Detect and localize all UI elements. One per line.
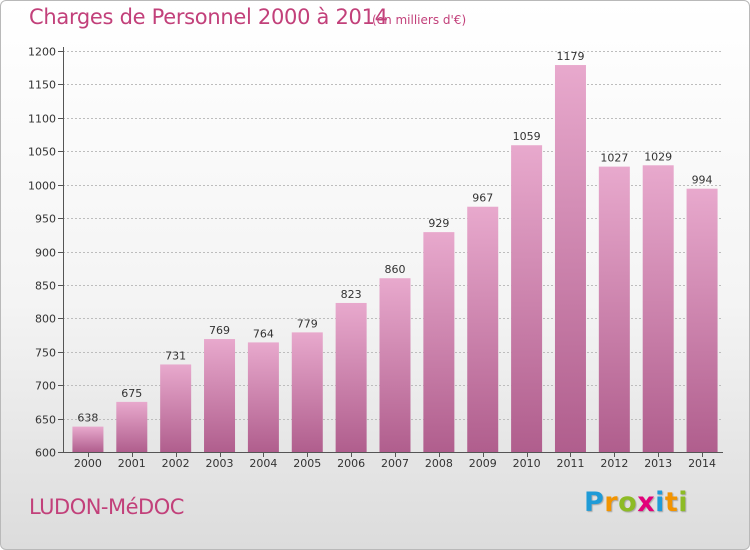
brand-logo: Proxiti [584,487,688,518]
y-tick-label: 650 [35,414,56,427]
x-tick-label: 2006 [337,457,365,470]
bar-value-label: 1027 [600,152,628,165]
bar-value-label: 929 [428,217,449,230]
x-tick-label: 2004 [249,457,277,470]
x-tick-label: 2001 [118,457,146,470]
y-tick-label: 600 [35,447,56,460]
bar [72,426,104,452]
y-tick-label: 1150 [28,79,56,92]
bar [686,188,718,452]
bar-value-label: 638 [77,412,98,425]
y-tick-label: 950 [35,213,56,226]
x-tick-label: 2002 [162,457,190,470]
bar-value-label: 769 [209,324,230,337]
bar-value-label: 823 [341,288,362,301]
bar [335,302,367,452]
x-tick-label: 2010 [513,457,541,470]
bar-value-label: 1179 [556,50,584,63]
bar [642,165,674,452]
bar [160,364,192,452]
x-tick-label: 2007 [381,457,409,470]
brand-letter: x [637,487,656,518]
brand-letter: i [678,487,689,518]
y-tick-label: 1100 [28,113,56,126]
x-tick-label: 2014 [688,457,716,470]
bar [247,342,279,452]
bar-value-label: 764 [253,327,274,340]
labels: 600 650 700 750 800 850 900 950 1000 1050 1100 1150… [28,46,716,471]
bar [511,145,543,453]
y-tick-label: 1200 [28,46,56,59]
chart-subtitle: (en milliers d'€) [372,13,467,27]
bars [72,65,718,453]
y-tick-label: 1000 [28,180,56,193]
bar-value-label: 1059 [513,130,541,143]
x-tick-label: 2011 [556,457,584,470]
brand-letter: o [618,487,638,518]
bar [554,65,586,452]
x-tick-label: 2005 [293,457,321,470]
bar-value-label: 731 [165,349,186,362]
bar [204,339,236,452]
chart-title: Charges de Personnel 2000 à 2014 [29,5,388,29]
bar [423,232,455,452]
y-tick-label: 800 [35,313,56,326]
bar [379,278,411,452]
y-tick-label: 750 [35,347,56,360]
bar-value-label: 994 [692,174,713,187]
bar-value-label: 675 [121,387,142,400]
brand-letter: P [584,487,605,518]
axes [58,47,723,457]
y-tick-label: 900 [35,247,56,260]
x-tick-label: 2003 [206,457,234,470]
bar [291,332,323,452]
brand-letter: i [655,487,665,518]
x-tick-label: 2000 [74,457,102,470]
bar [116,401,148,452]
bar [598,166,630,452]
place-name: LUDON-MéDOC [29,495,184,519]
bar-value-label: 1029 [644,150,672,163]
bar-value-label: 967 [472,192,493,205]
x-tick-label: 2008 [425,457,453,470]
y-tick-label: 700 [35,380,56,393]
brand-letter: r [604,487,619,518]
y-tick-label: 1050 [28,146,56,159]
bar-value-label: 779 [297,317,318,330]
y-tick-label: 850 [35,280,56,293]
brand-letter: t [664,487,679,518]
bar-value-label: 860 [385,263,406,276]
x-tick-label: 2009 [469,457,497,470]
x-tick-label: 2012 [600,457,628,470]
bar [467,206,499,452]
x-tick-label: 2013 [644,457,672,470]
